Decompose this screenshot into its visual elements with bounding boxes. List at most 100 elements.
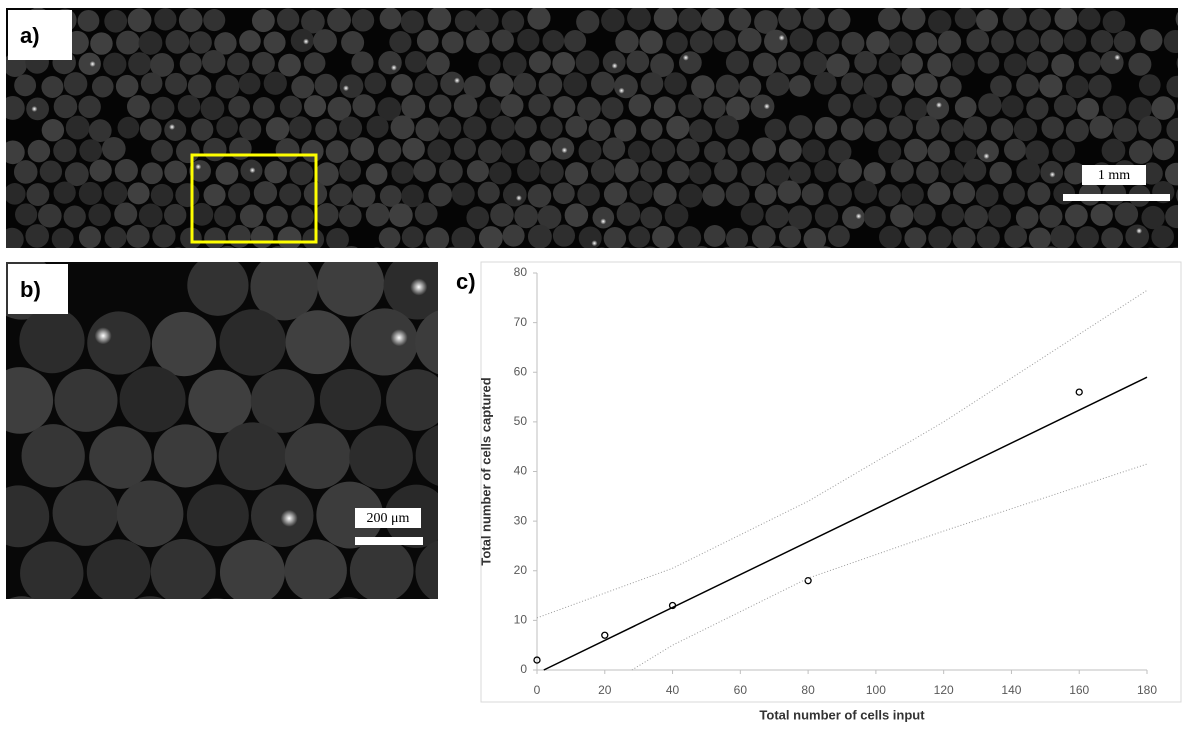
bead <box>28 140 50 162</box>
bead <box>978 93 1001 116</box>
bead <box>22 424 85 487</box>
bead <box>891 250 913 272</box>
bead <box>714 30 736 52</box>
bead <box>976 184 999 207</box>
bead <box>79 182 102 205</box>
bead <box>120 366 186 432</box>
bead <box>577 183 600 206</box>
bead <box>652 226 674 248</box>
bead <box>501 94 524 117</box>
bead <box>329 183 352 206</box>
x-axis-label: Total number of cells input <box>759 707 925 722</box>
bead <box>502 10 524 32</box>
bead <box>503 183 527 207</box>
bead <box>54 95 78 119</box>
cell <box>600 218 606 224</box>
bead <box>87 311 150 374</box>
bead <box>415 202 438 225</box>
bead <box>867 250 889 272</box>
bead <box>1004 139 1026 161</box>
bead <box>1114 31 1136 53</box>
bead <box>565 116 587 138</box>
cell <box>764 103 770 109</box>
bead <box>315 203 338 226</box>
bead <box>1138 116 1161 139</box>
bead <box>278 54 301 77</box>
y-tick-label: 30 <box>514 513 528 527</box>
bead <box>429 95 452 118</box>
bead <box>564 250 586 272</box>
bead <box>778 180 801 203</box>
bead <box>105 226 127 248</box>
bead <box>927 53 951 77</box>
bead <box>367 116 389 138</box>
bead <box>539 248 562 271</box>
bead <box>977 140 999 162</box>
cell <box>936 102 942 108</box>
bead <box>940 76 962 98</box>
bead <box>239 73 261 95</box>
bead <box>1102 182 1126 206</box>
bead <box>517 159 540 182</box>
bead <box>702 184 724 206</box>
panel-label: c) <box>456 269 476 294</box>
bead <box>1077 98 1099 120</box>
bead <box>890 204 913 227</box>
bead <box>539 73 563 97</box>
bead <box>604 227 627 250</box>
bead <box>601 97 623 119</box>
bead <box>916 248 940 272</box>
bead <box>320 369 381 430</box>
bead <box>691 75 714 98</box>
bead <box>389 203 413 227</box>
bead <box>553 225 575 247</box>
bead <box>1064 29 1086 51</box>
bead <box>154 8 176 30</box>
bead <box>204 227 226 249</box>
bead <box>164 119 186 141</box>
bead <box>1139 248 1162 271</box>
bead <box>492 30 514 52</box>
bead <box>1016 74 1039 97</box>
bead <box>815 117 837 139</box>
bead <box>463 116 486 139</box>
bead <box>1076 226 1099 249</box>
bead <box>788 205 812 229</box>
bead <box>26 98 49 121</box>
bead <box>726 51 749 74</box>
bead <box>53 480 119 546</box>
bead <box>276 138 300 162</box>
cell <box>856 213 862 219</box>
bead <box>266 206 288 228</box>
x-tick-label: 120 <box>934 683 954 697</box>
bead <box>729 8 752 31</box>
bead <box>579 140 602 163</box>
y-tick-label: 80 <box>514 265 528 279</box>
bead <box>789 115 813 139</box>
bead <box>591 159 615 183</box>
bead <box>454 94 478 118</box>
bead <box>1016 29 1039 52</box>
bead <box>14 160 38 184</box>
bead <box>1053 183 1075 205</box>
bead <box>803 8 825 30</box>
bead <box>928 226 952 250</box>
cell <box>343 85 349 91</box>
bead <box>1064 248 1086 270</box>
bead <box>378 51 401 74</box>
bead <box>542 30 564 52</box>
bead <box>57 600 119 662</box>
bead <box>366 163 388 185</box>
y-tick-label: 60 <box>514 364 528 378</box>
cell <box>391 329 408 346</box>
bead <box>1114 248 1138 272</box>
bead <box>151 539 216 604</box>
bead <box>1091 30 1114 53</box>
bead <box>728 139 750 161</box>
bead <box>389 31 411 53</box>
x-tick-label: 100 <box>866 683 886 697</box>
cell <box>281 510 298 527</box>
bead <box>180 53 202 75</box>
bead <box>478 182 500 204</box>
bead <box>427 139 450 162</box>
